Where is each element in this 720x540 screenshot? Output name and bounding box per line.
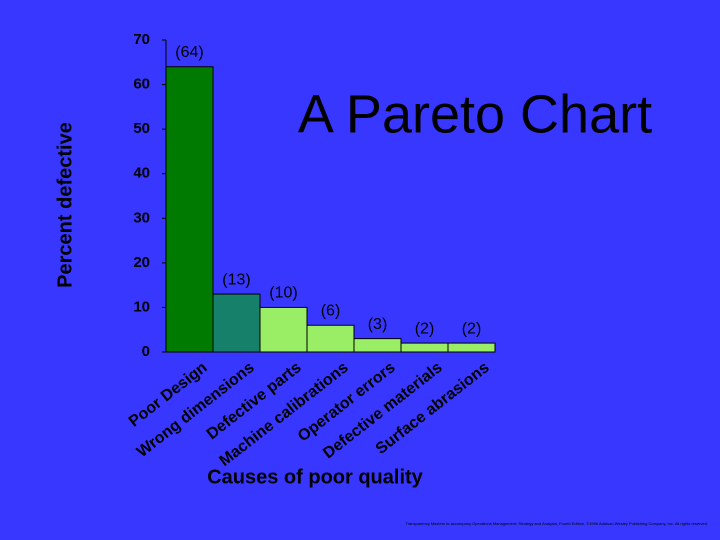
bar xyxy=(212,293,261,353)
value-label: (13) xyxy=(222,271,250,288)
y-tick-label: 50 xyxy=(133,120,150,137)
chart-title: A Pareto Chart xyxy=(298,84,652,144)
bar xyxy=(447,342,496,353)
y-tick-label: 0 xyxy=(142,343,150,360)
value-label: (3) xyxy=(368,316,388,333)
bar xyxy=(259,306,308,353)
value-label: (2) xyxy=(415,320,435,337)
value-label: (6) xyxy=(321,302,341,319)
y-tick-label: 70 xyxy=(133,31,150,48)
y-tick-label: 40 xyxy=(133,165,150,182)
y-tick-label: 10 xyxy=(133,298,150,315)
y-axis-label: Percent defective xyxy=(54,122,76,288)
value-label: (10) xyxy=(269,285,297,302)
y-tick-label: 60 xyxy=(133,76,150,93)
bar xyxy=(353,338,402,353)
y-tick-label: 20 xyxy=(133,254,150,271)
value-label: (2) xyxy=(462,320,482,337)
bar xyxy=(400,342,449,353)
y-tick-label: 30 xyxy=(133,209,150,226)
value-label: (64) xyxy=(175,44,203,61)
footnote: Transparency Masters to accompany Operat… xyxy=(405,521,708,526)
bar xyxy=(306,324,355,353)
x-axis-label: Causes of poor quality xyxy=(207,466,423,488)
bar xyxy=(165,66,214,353)
